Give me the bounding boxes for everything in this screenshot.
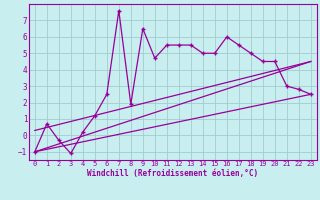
X-axis label: Windchill (Refroidissement éolien,°C): Windchill (Refroidissement éolien,°C) — [87, 169, 258, 178]
